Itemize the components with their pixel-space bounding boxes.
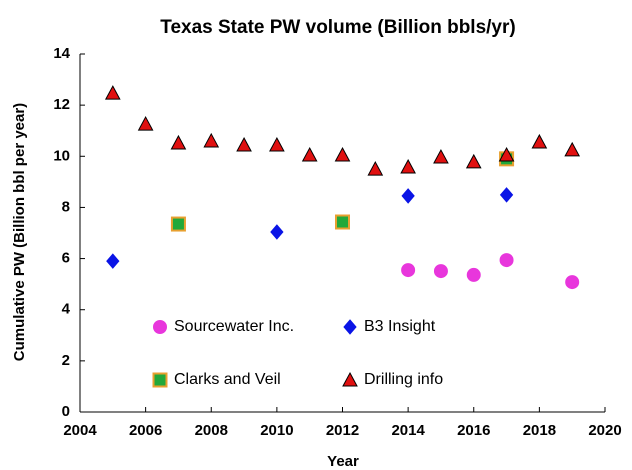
data-point bbox=[400, 158, 416, 174]
legend-label: B3 Insight bbox=[364, 318, 436, 335]
data-point bbox=[236, 136, 252, 152]
x-tick-label: 2020 bbox=[588, 422, 621, 439]
data-point bbox=[104, 85, 121, 100]
legend-label: Clarks and Veil bbox=[174, 371, 281, 388]
data-point bbox=[270, 224, 284, 240]
x-tick-label: 2006 bbox=[129, 422, 162, 439]
data-point bbox=[106, 253, 120, 269]
data-point bbox=[170, 134, 187, 150]
legend-marker bbox=[342, 371, 358, 387]
legend-marker bbox=[343, 319, 357, 335]
y-tick-label: 4 bbox=[62, 301, 71, 318]
y-tick-label: 10 bbox=[53, 147, 70, 164]
x-tick-label: 2012 bbox=[326, 422, 359, 439]
data-point bbox=[465, 153, 482, 169]
data-point bbox=[498, 146, 515, 162]
chart-title: Texas State PW volume (Billion bbls/yr) bbox=[160, 17, 515, 38]
y-tick-label: 12 bbox=[53, 96, 70, 113]
legend-marker bbox=[152, 372, 168, 388]
data-point bbox=[499, 253, 514, 268]
data-point bbox=[401, 188, 415, 204]
y-tick-label: 2 bbox=[62, 352, 70, 369]
y-tick-label: 14 bbox=[53, 45, 70, 62]
y-axis-label: Cumulative PW (Billion bbl per year) bbox=[11, 103, 28, 361]
y-tick-label: 0 bbox=[62, 403, 70, 420]
x-tick-label: 2004 bbox=[63, 422, 97, 439]
data-point bbox=[531, 133, 548, 149]
data-point bbox=[137, 116, 154, 131]
data-point bbox=[269, 136, 285, 152]
data-point bbox=[433, 264, 448, 279]
data-point bbox=[367, 161, 384, 176]
x-tick-label: 2018 bbox=[523, 422, 556, 439]
data-point bbox=[170, 216, 186, 232]
legend-label: Sourcewater Inc. bbox=[174, 318, 294, 335]
data-point bbox=[499, 187, 514, 203]
x-tick-label: 2016 bbox=[457, 422, 490, 439]
y-tick-label: 6 bbox=[62, 250, 70, 267]
x-tick-label: 2014 bbox=[391, 422, 425, 439]
y-tick-label: 8 bbox=[62, 198, 70, 215]
data-point bbox=[466, 267, 481, 282]
data-point bbox=[203, 132, 220, 148]
legend-marker bbox=[153, 320, 167, 334]
x-tick-label: 2008 bbox=[195, 422, 228, 439]
legend-label: Drilling info bbox=[364, 371, 443, 388]
data-point bbox=[565, 275, 580, 290]
x-axis-label: Year bbox=[327, 453, 359, 470]
x-tick-label: 2010 bbox=[260, 422, 293, 439]
data-point bbox=[334, 146, 351, 162]
data-point bbox=[564, 141, 581, 157]
data-point bbox=[301, 146, 318, 162]
data-point bbox=[433, 148, 449, 164]
data-point bbox=[335, 214, 350, 230]
data-point bbox=[401, 263, 416, 278]
